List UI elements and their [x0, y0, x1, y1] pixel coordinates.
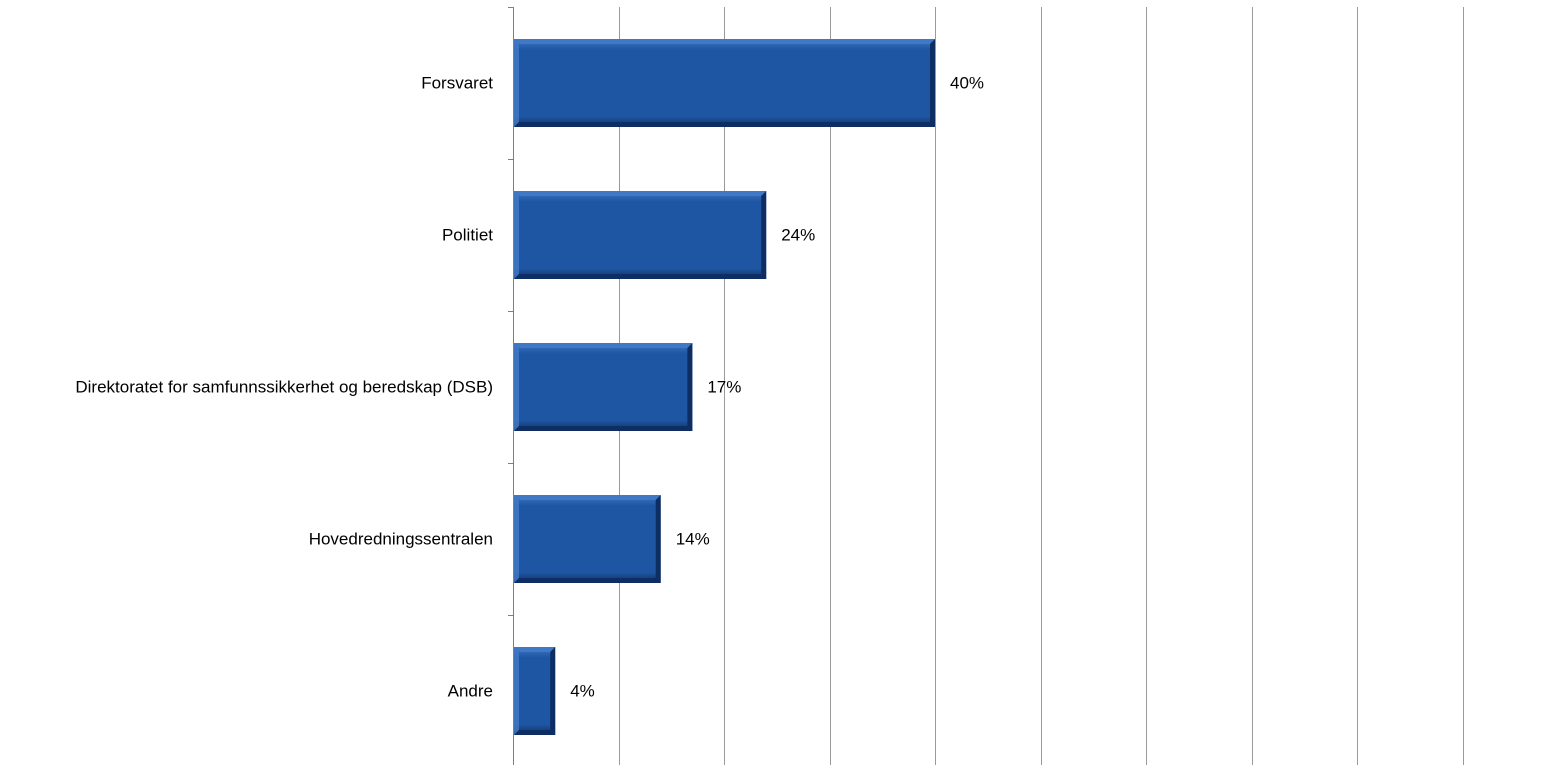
data-label: 24% [781, 226, 815, 245]
data-label: 17% [707, 378, 741, 397]
data-label: 40% [950, 74, 984, 93]
category-label: Forsvaret [421, 74, 493, 93]
data-label: 4% [570, 682, 595, 701]
bar [514, 647, 556, 735]
category-label: Direktoratet for samfunnssikkerhet og be… [75, 378, 493, 397]
category-label: Andre [448, 682, 493, 701]
bars [514, 39, 935, 735]
bar [514, 343, 693, 431]
gridlines [619, 7, 1464, 765]
category-axis [508, 7, 514, 765]
data-label: 14% [676, 530, 710, 549]
category-label: Hovedredningssentralen [309, 530, 493, 549]
category-label: Politiet [442, 226, 493, 245]
bar [514, 495, 661, 583]
bar [514, 191, 767, 279]
bar [514, 39, 935, 127]
labels: Forsvaret 40% Politiet 24% Direktoratet for … [75, 74, 984, 701]
